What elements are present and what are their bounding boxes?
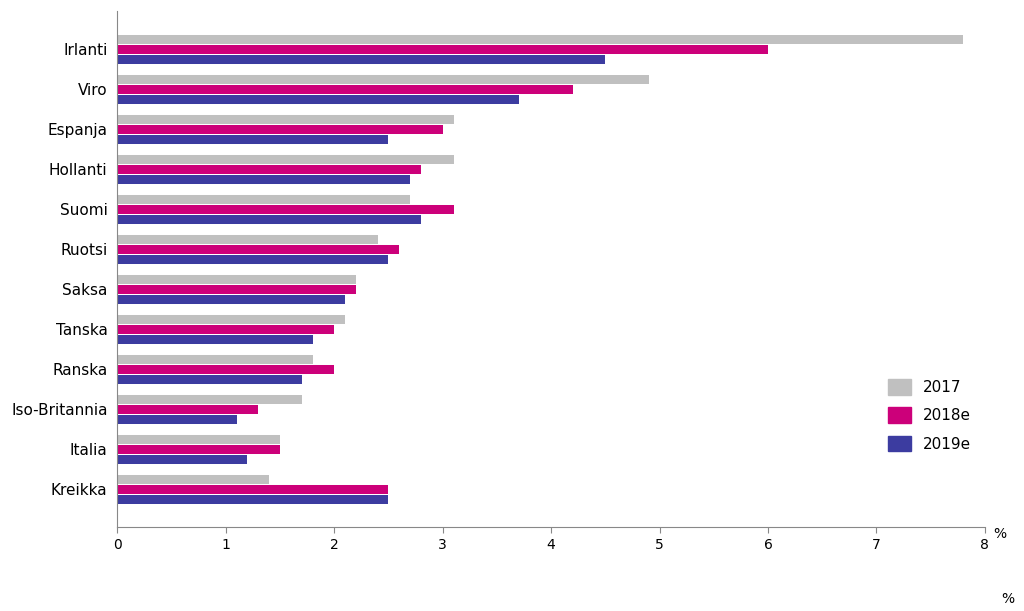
Bar [118,455,248,464]
Bar [118,115,454,124]
Bar [118,54,605,64]
Bar [118,45,768,54]
Bar [118,324,334,334]
Bar [118,395,302,404]
Bar [118,295,345,304]
Bar [118,125,442,134]
Bar [118,175,411,184]
Bar [118,244,399,254]
Bar [118,315,345,324]
Bar [118,445,280,454]
Bar [118,255,388,264]
Bar [118,495,388,504]
Bar [118,84,572,93]
Bar [118,95,518,104]
Bar [118,365,334,374]
Text: %: % [1001,592,1015,606]
Bar [118,354,312,364]
Bar [118,214,421,224]
Bar [118,375,302,384]
Text: %: % [993,527,1007,541]
Bar [118,164,421,174]
Bar [118,134,388,144]
Bar [118,205,454,214]
Bar [118,75,649,84]
Bar [118,335,312,344]
Bar [118,155,454,164]
Bar [118,235,378,244]
Bar [118,194,411,204]
Bar [118,35,964,44]
Bar [118,274,356,284]
Bar [118,485,388,494]
Bar [118,285,356,294]
Bar [118,475,269,484]
Bar [118,404,258,414]
Bar [118,434,280,444]
Bar [118,415,237,424]
Legend: 2017, 2018e, 2019e: 2017, 2018e, 2019e [882,373,977,458]
